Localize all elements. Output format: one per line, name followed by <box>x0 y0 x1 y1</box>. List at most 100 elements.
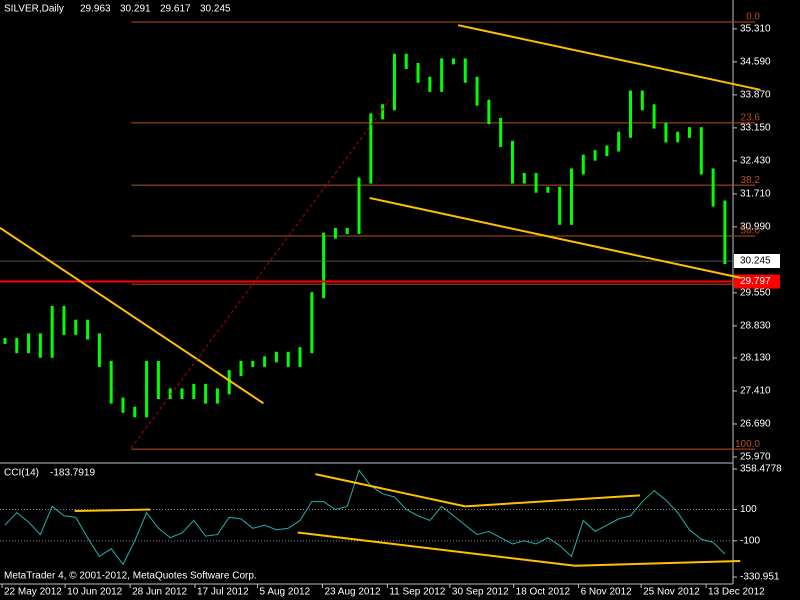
candle <box>617 131 621 152</box>
y-tick-label: 35.310 <box>740 24 771 35</box>
y-tick-label: 34.590 <box>740 57 771 68</box>
trendline <box>369 197 741 279</box>
candle <box>381 104 385 120</box>
candle <box>145 360 149 418</box>
x-tick-label: 6 Nov 2012 <box>581 587 633 598</box>
candle <box>392 53 396 111</box>
ohlc-value: 29.617 <box>160 4 191 15</box>
fibo-label: 0.0 <box>746 12 760 23</box>
candle <box>652 104 656 129</box>
candle <box>534 173 538 193</box>
candle <box>227 370 231 395</box>
candle <box>3 338 7 344</box>
candle <box>569 168 573 225</box>
candle <box>546 186 550 193</box>
candle <box>239 360 243 377</box>
candle <box>676 131 680 143</box>
candle <box>499 118 503 147</box>
candle <box>263 356 267 367</box>
candle <box>628 90 632 138</box>
y-tick-label: 33.150 <box>740 123 771 134</box>
ohlc-value: 30.291 <box>120 4 151 15</box>
trendline <box>297 531 576 567</box>
trendline <box>574 560 741 567</box>
candle <box>322 232 326 299</box>
candle <box>522 173 526 184</box>
x-tick-label: 11 Sep 2012 <box>389 587 445 598</box>
y-tick-label: 28.130 <box>740 353 771 364</box>
y-tick-label: 28.830 <box>740 321 771 332</box>
trendline <box>0 226 264 405</box>
fibo-label: 38.2 <box>741 175 761 186</box>
candle <box>133 406 137 418</box>
candle <box>109 360 113 404</box>
y-tick-label: 29.550 <box>740 288 771 299</box>
y-tick-label: -330.951 <box>740 572 780 583</box>
candle <box>215 388 219 404</box>
x-tick-label: 28 Jun 2012 <box>132 587 187 598</box>
candle <box>593 150 597 161</box>
fibo-label: 23.6 <box>741 112 761 123</box>
candle <box>640 90 644 111</box>
trendline <box>315 473 466 508</box>
candle <box>62 305 66 335</box>
x-tick-label: 17 Jul 2012 <box>197 587 249 598</box>
cci-line <box>4 469 726 566</box>
x-tick-label: 30 Sep 2012 <box>452 587 509 598</box>
y-tick-label: 100 <box>740 504 757 515</box>
candle <box>298 347 302 367</box>
x-tick-label: 10 Jun 2012 <box>67 587 122 598</box>
y-tick-label: 27.410 <box>740 386 771 397</box>
trendline <box>457 24 761 91</box>
fibo-label: 50.0 <box>741 226 761 237</box>
candle <box>27 333 31 354</box>
y-tick-label: 358.4778 <box>740 464 782 475</box>
candle <box>192 383 196 399</box>
candle <box>180 388 184 399</box>
candle <box>274 351 278 363</box>
symbol-title: SILVER,Daily <box>4 4 64 15</box>
candle <box>440 58 444 92</box>
candle <box>357 177 361 234</box>
footer: MetaTrader 4, © 2001-2012, MetaQuotes So… <box>4 571 257 582</box>
y-tick-label: 26.690 <box>740 419 771 430</box>
ohlc-value: 29.963 <box>80 4 111 15</box>
candle <box>369 113 373 184</box>
y-tick-label: 33.870 <box>740 90 771 101</box>
y-tick-label: -100 <box>740 535 760 546</box>
trendline <box>130 99 391 449</box>
y-tick-label: 32.430 <box>740 156 771 167</box>
y-tick-label: 25.970 <box>740 452 771 463</box>
candle <box>605 145 609 157</box>
y-tick-label: 30.990 <box>740 222 771 233</box>
candle <box>204 383 208 404</box>
candle <box>15 338 19 354</box>
x-tick-label: 23 Aug 2012 <box>324 587 381 598</box>
red-line-label: 29.797 <box>740 276 771 287</box>
candle <box>97 333 101 367</box>
red-line-box <box>734 274 780 289</box>
candle <box>451 58 455 65</box>
candle <box>168 388 172 399</box>
x-tick-label: 18 Oct 2012 <box>516 587 571 598</box>
trendline <box>465 494 641 508</box>
candle <box>333 228 337 239</box>
candle <box>664 122 668 143</box>
candle <box>711 168 715 207</box>
candle <box>74 319 78 335</box>
x-tick-label: 22 May 2012 <box>4 587 62 598</box>
candle <box>121 397 125 413</box>
candle <box>558 186 562 225</box>
candle <box>688 127 692 138</box>
candle <box>699 127 703 175</box>
candle <box>251 360 255 367</box>
ohlc-value: 30.245 <box>200 4 231 15</box>
candle <box>428 76 432 92</box>
candle <box>723 200 727 265</box>
last-price-label: 30.245 <box>740 256 771 267</box>
candle <box>156 360 160 399</box>
cci-title: CCI(14) <box>4 468 39 479</box>
trendline <box>74 508 151 513</box>
